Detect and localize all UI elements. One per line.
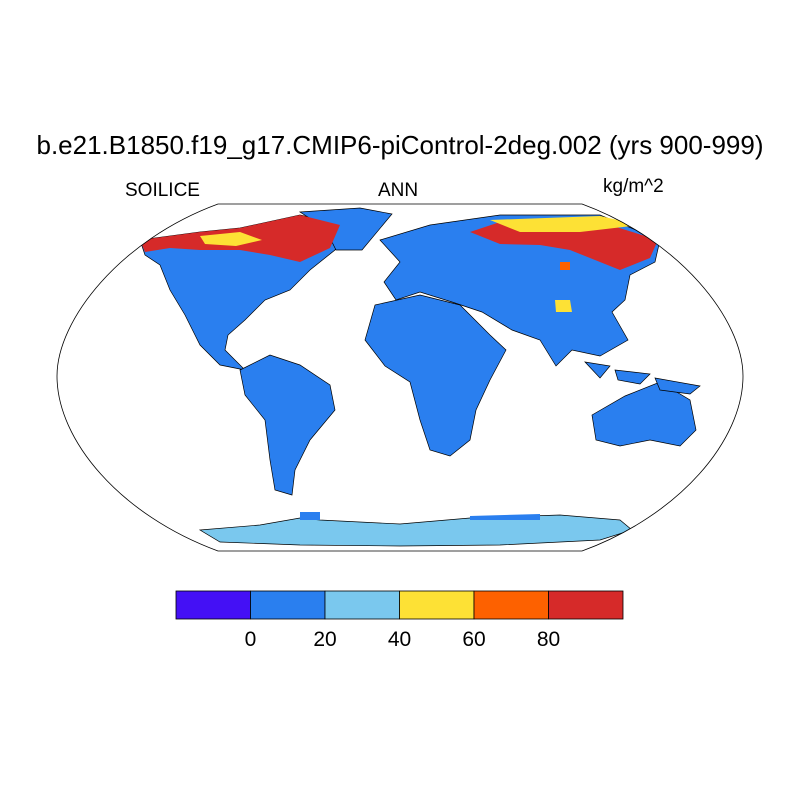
australia	[591, 381, 697, 447]
africa	[364, 294, 507, 457]
tibet-ice-yellow	[555, 300, 572, 312]
siberia-ice-yellow	[490, 216, 640, 232]
left-string: SOILICE	[125, 180, 200, 201]
antarctica-blue	[300, 512, 540, 520]
indonesia	[584, 361, 701, 395]
colorbar-label: 20	[313, 628, 337, 651]
antarctica-light	[198, 514, 633, 547]
canada-ice-yellow	[200, 232, 262, 246]
colorbar-box	[548, 590, 624, 620]
colorbar-box	[399, 590, 475, 620]
center-string: ANN	[378, 180, 419, 201]
colorbar-box	[175, 590, 251, 620]
colorbar-label: 40	[387, 628, 412, 651]
colorbar-box	[250, 590, 326, 620]
siberia-ice-orange	[560, 262, 570, 270]
siberia-ice-red	[470, 222, 658, 270]
south-america	[239, 354, 336, 496]
colorbar-box	[473, 590, 549, 620]
colorbar-box	[324, 590, 400, 620]
colorbar	[175, 590, 624, 620]
colorbar-label: 60	[462, 628, 486, 651]
plot-title: b.e21.B1850.f19_g17.CMIP6-piControl-2deg…	[36, 130, 764, 160]
units-string: kg/m^2	[603, 176, 664, 197]
colorbar-label: 0	[244, 628, 257, 651]
colorbar-label: 80	[536, 628, 561, 651]
